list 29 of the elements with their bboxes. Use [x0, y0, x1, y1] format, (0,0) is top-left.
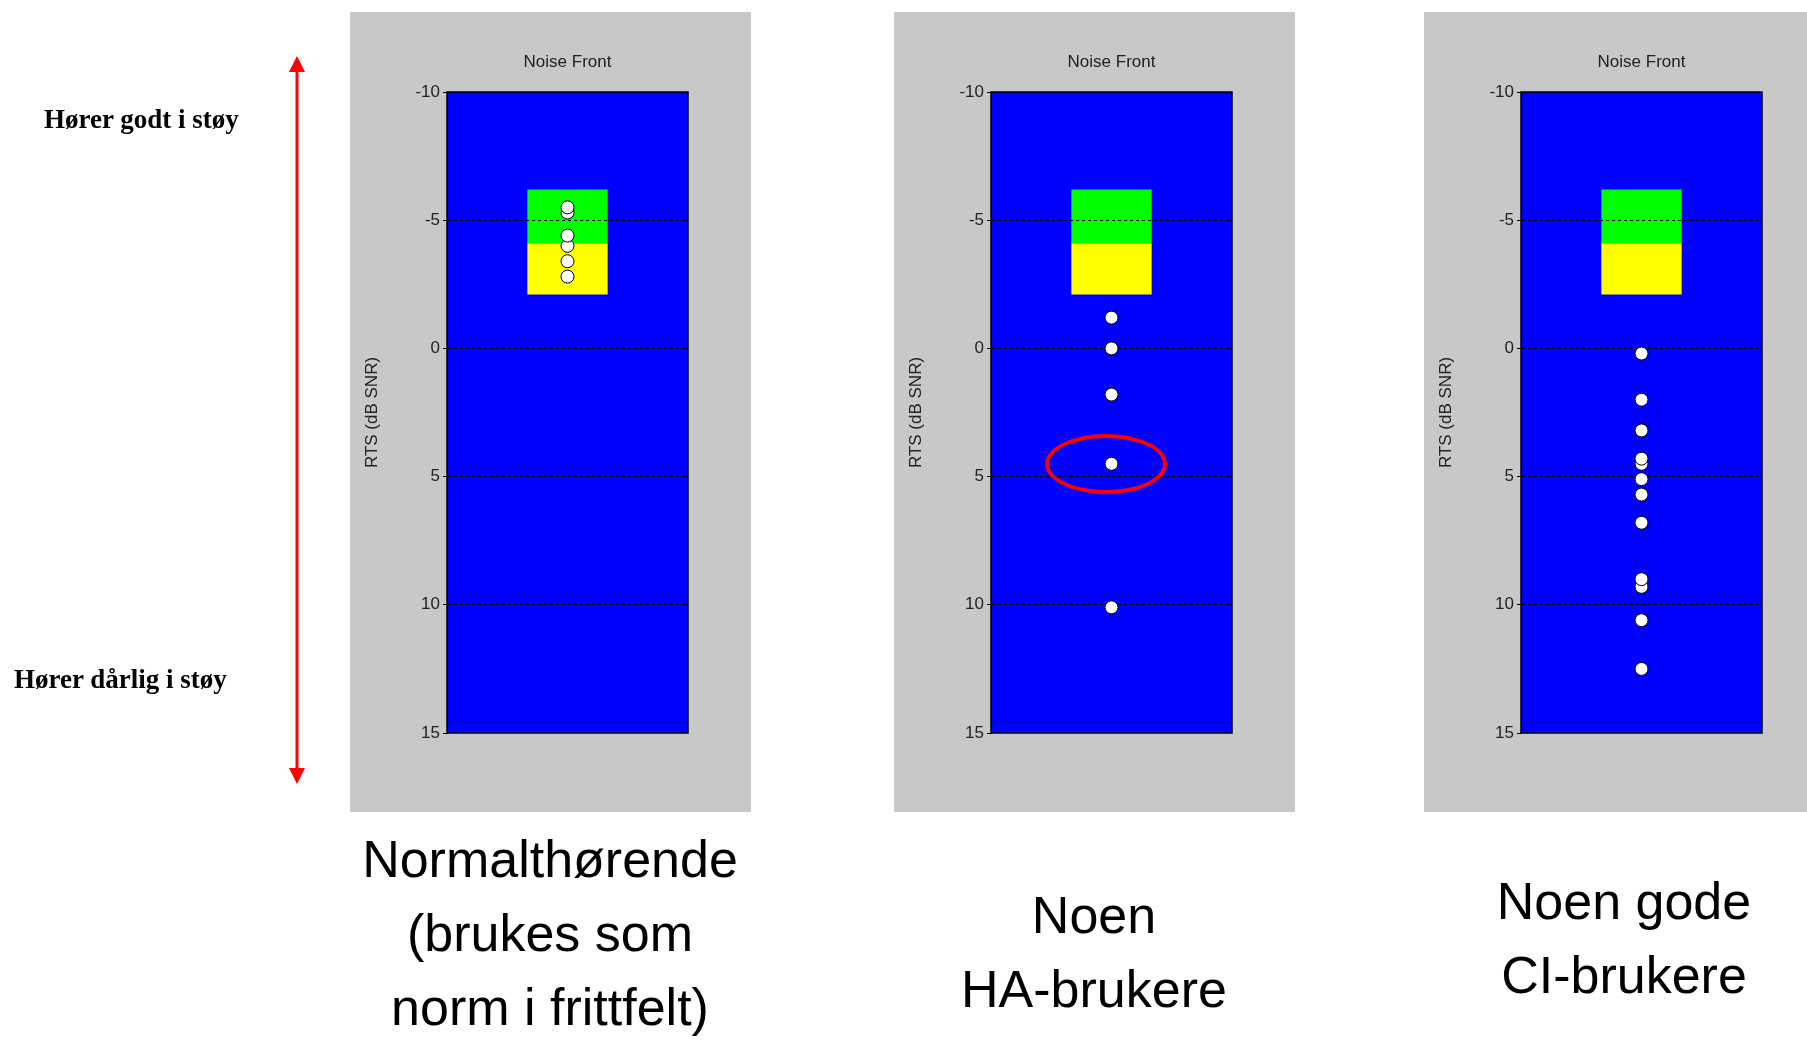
y-axis-title: RTS (dB SNR) — [1435, 356, 1455, 469]
y-tick-label: 15 — [1495, 722, 1514, 742]
y-tick-label: 10 — [421, 594, 440, 614]
chart-title: Noise Front — [1597, 51, 1686, 71]
text: Hører dårlig i støy — [14, 664, 227, 695]
y-tick-label: 0 — [1504, 338, 1514, 358]
y-axis-title: RTS (dB SNR) — [361, 356, 381, 469]
text: Noen gode CI-brukere — [1496, 872, 1752, 1004]
y-tick-label: 5 — [974, 466, 984, 486]
text: Noen HA-brukere — [961, 886, 1227, 1018]
y-tick-label: 10 — [1495, 594, 1514, 614]
y-tick-label: -10 — [959, 81, 984, 101]
chart-title: Noise Front — [1067, 51, 1156, 71]
y-tick-label: -5 — [968, 209, 984, 229]
y-tick-label: -10 — [1489, 81, 1514, 101]
y-tick-label: 5 — [1504, 466, 1514, 486]
y-tick-label: 5 — [430, 466, 440, 486]
y-tick-label: -10 — [415, 81, 440, 101]
y-tick-label: -5 — [1498, 209, 1514, 229]
text: Normalthørende (brukes som norm i frittfelt) — [362, 830, 738, 1036]
y-axis-title: RTS (dB SNR) — [905, 356, 925, 469]
y-tick-label: -5 — [424, 209, 440, 229]
y-tick-label: 10 — [965, 594, 984, 614]
chart-title: Noise Front — [523, 51, 612, 71]
y-tick-label: 15 — [965, 722, 984, 742]
y-tick-label: 15 — [421, 722, 440, 742]
y-tick-label: 0 — [974, 338, 984, 358]
y-tick-label: 0 — [430, 338, 440, 358]
text: Hører godt i støy — [44, 104, 239, 135]
